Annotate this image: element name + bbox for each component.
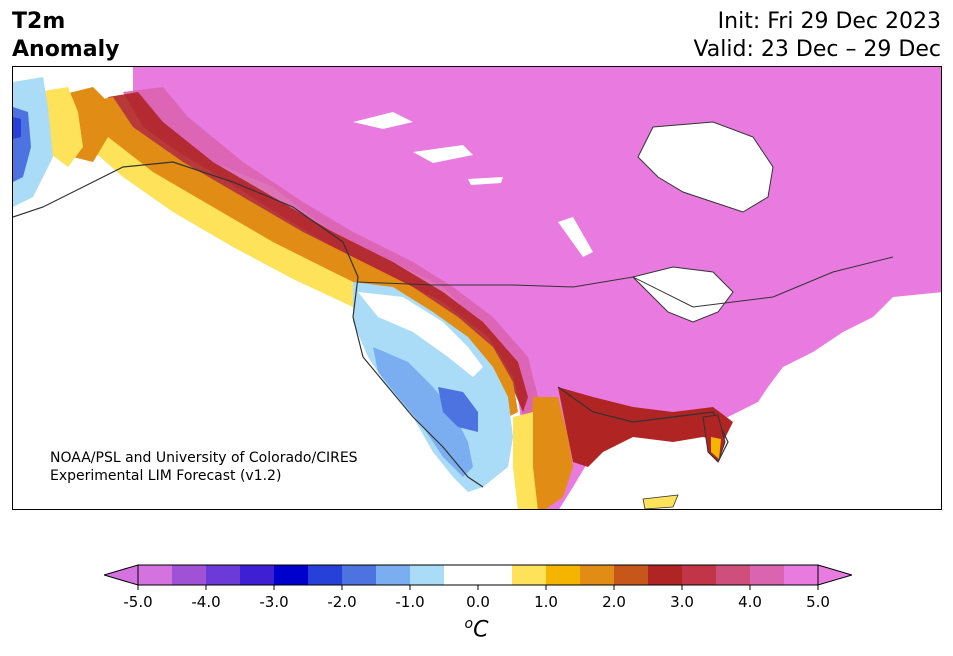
- colorbar: -5.0 -4.0 -3.0 -2.0 -1.0 0.0 1.0 2.0 3.0 4.0 5.0: [102, 560, 854, 620]
- colorbar-segment: [784, 565, 819, 585]
- colorbar-tick-label: -3.0: [259, 593, 288, 611]
- colorbar-segment: [546, 565, 581, 585]
- gulf-yellow-region: [513, 412, 538, 509]
- gulf-warm-region: [558, 387, 733, 467]
- colorbar-segment: [512, 565, 547, 585]
- colorbar-segment: [206, 565, 241, 585]
- colorbar-scale: -5.0 -4.0 -3.0 -2.0 -1.0 0.0 1.0 2.0 3.0 4.0 5.0: [102, 564, 854, 611]
- colorbar-tick-label: -4.0: [191, 593, 220, 611]
- florida-tip: [711, 437, 721, 459]
- colorbar-tick-label: 1.0: [534, 593, 558, 611]
- yellow-band-west: [68, 102, 508, 422]
- cold-core-region: [438, 387, 478, 432]
- colorbar-segment: [478, 565, 513, 585]
- colorbar-segment: [614, 565, 649, 585]
- colorbar-segment: [342, 565, 377, 585]
- init-date: Init: Fri 29 Dec 2023: [717, 9, 941, 34]
- colorbar-tick-label: -5.0: [123, 593, 152, 611]
- cool-core-region: [373, 347, 473, 477]
- anomaly-map: [13, 67, 941, 509]
- colorbar-segment: [138, 565, 173, 585]
- credit-line-1: NOAA/PSL and University of Colorado/CIRE…: [50, 450, 358, 466]
- us-canada-border: [357, 256, 894, 308]
- colorbar-tick-label: -1.0: [395, 593, 424, 611]
- colorbar-tick-label: 2.0: [602, 593, 626, 611]
- unit-degree: o: [464, 616, 474, 632]
- northern-lake: [353, 112, 413, 129]
- map-title: T2m Anomaly: [12, 8, 119, 64]
- colorbar-segment: [376, 565, 411, 585]
- colorbar-tick-label: 0.0: [466, 593, 490, 611]
- forecast-dates: Init: Fri 29 Dec 2023 Valid: 23 Dec – 29…: [693, 8, 941, 64]
- small-lake-1: [468, 177, 503, 185]
- colorbar-tick-label: 4.0: [738, 593, 762, 611]
- title-anomaly: Anomaly: [12, 37, 120, 62]
- colorbar-extend-low: [102, 564, 139, 586]
- gulf-orange-region: [528, 397, 573, 509]
- colorbar-segment: [410, 565, 445, 585]
- colorbar-extend-high: [817, 564, 854, 586]
- red-band-west: [108, 92, 528, 412]
- valid-range: Valid: 23 Dec – 29 Dec: [693, 37, 941, 62]
- colorbar-segment: [444, 565, 479, 585]
- map-panel: NOAA/PSL and University of Colorado/CIRE…: [12, 66, 942, 510]
- colorbar-segment: [750, 565, 785, 585]
- alaska-deep-cold: [13, 117, 21, 139]
- colorbar-tick-label: 3.0: [670, 593, 694, 611]
- caribbean-island: [642, 494, 679, 509]
- colorbar-segment: [580, 565, 615, 585]
- credit-line-2: Experimental LIM Forecast (v1.2): [50, 468, 282, 484]
- colorbar-segment: [716, 565, 751, 585]
- unit-celsius: C: [473, 617, 489, 643]
- colorbar-unit: oC: [0, 616, 953, 642]
- colorbar-segment: [648, 565, 683, 585]
- colorbar-tick-label: 5.0: [806, 593, 830, 611]
- colorbar-segment: [172, 565, 207, 585]
- neutral-region-sw: [358, 292, 483, 377]
- colorbar-segment: [240, 565, 275, 585]
- colorbar-segment: [274, 565, 309, 585]
- colorbar-segment: [682, 565, 717, 585]
- colorbar-segment: [308, 565, 343, 585]
- colorbar-tick-label: -2.0: [327, 593, 356, 611]
- hudson-bay: [637, 121, 774, 213]
- data-credit: NOAA/PSL and University of Colorado/CIRE…: [50, 449, 358, 485]
- great-bear-lake: [413, 145, 473, 163]
- great-lakes: [632, 266, 734, 323]
- lake-winnipeg: [558, 217, 593, 257]
- title-variable: T2m: [12, 9, 66, 34]
- coastline: [13, 161, 729, 488]
